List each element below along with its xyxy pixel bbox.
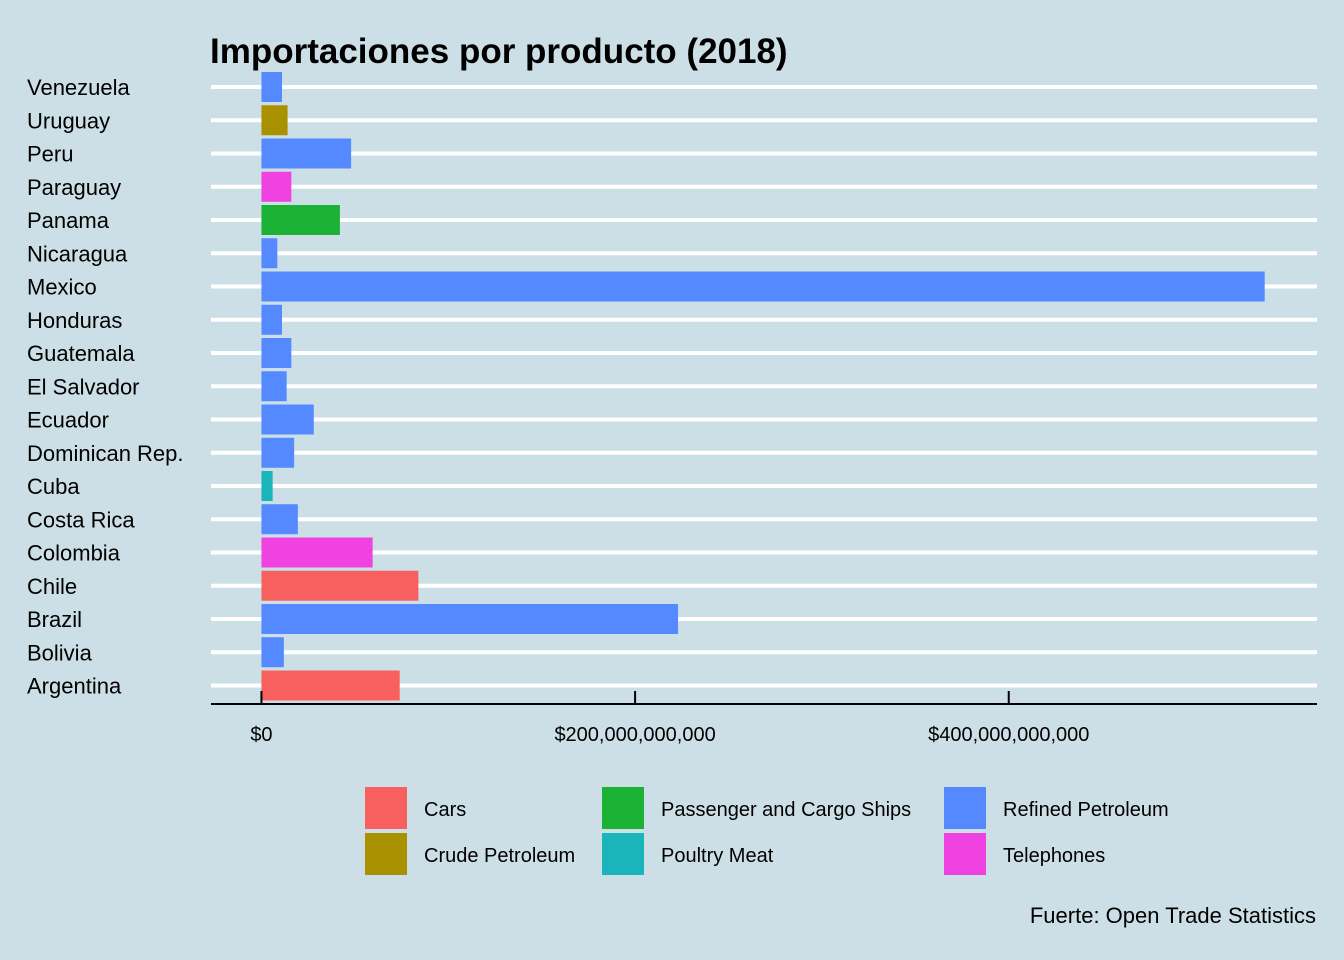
legend-label: Refined Petroleum: [1003, 799, 1169, 821]
category-label: Peru: [27, 142, 73, 167]
category-label: Paraguay: [27, 175, 121, 200]
legend-swatch: [602, 787, 644, 829]
category-label: Costa Rica: [27, 507, 135, 532]
bar-el-salvador: [261, 371, 287, 402]
category-label: Brazil: [27, 607, 82, 632]
legend-swatch: [602, 833, 644, 875]
legend-label: Passenger and Cargo Ships: [661, 799, 911, 821]
bar-venezuela: [261, 72, 282, 102]
bar-mexico: [261, 271, 1265, 302]
legend-label: Cars: [424, 799, 466, 821]
category-label: Argentina: [27, 674, 122, 699]
x-axis-ticks: $0 $200,000,000,000 $400,000,000,000: [250, 691, 1089, 746]
bar-honduras: [261, 304, 282, 335]
chart-title: Importaciones por producto (2018): [210, 32, 788, 71]
bars: [261, 72, 1265, 701]
legend-swatch: [365, 787, 407, 829]
bar-argentina: [261, 670, 400, 701]
category-label: Venezuela: [27, 75, 131, 100]
category-label: Uruguay: [27, 108, 110, 133]
bar-bolivia: [261, 637, 284, 668]
category-label: Ecuador: [27, 408, 109, 433]
x-tick-label: $200,000,000,000: [554, 724, 715, 746]
bar-ecuador: [261, 404, 314, 435]
x-tick-label: $0: [250, 724, 272, 746]
bar-cuba: [261, 471, 273, 501]
bar-paraguay: [261, 171, 292, 202]
legend-label: Poultry Meat: [661, 845, 774, 867]
category-label: Bolivia: [27, 640, 93, 665]
bar-brazil: [261, 604, 679, 634]
legend-swatch: [944, 833, 986, 875]
legend-swatch: [944, 787, 986, 829]
grid-lines: [211, 85, 1317, 688]
legend-label: Crude Petroleum: [424, 845, 575, 867]
bar-chile: [261, 570, 419, 601]
category-label: Panama: [27, 208, 110, 233]
chart-caption: Fuerte: Open Trade Statistics: [1030, 903, 1316, 928]
bar-guatemala: [261, 338, 292, 368]
bar-panama: [261, 205, 340, 235]
x-tick-label: $400,000,000,000: [928, 724, 1089, 746]
category-label: Colombia: [27, 541, 121, 566]
bar-nicaragua: [261, 238, 278, 269]
legend-swatch: [365, 833, 407, 875]
bar-dominican-rep-: [261, 437, 295, 468]
category-label: El Salvador: [27, 374, 140, 399]
bar-uruguay: [261, 105, 288, 136]
category-label: Chile: [27, 574, 77, 599]
category-label: Cuba: [27, 474, 80, 499]
legend: Cars Crude Petroleum Passenger and Cargo S…: [365, 787, 1169, 875]
bar-peru: [261, 138, 352, 169]
category-label: Nicaragua: [27, 241, 128, 266]
category-label: Mexico: [27, 275, 97, 300]
category-labels: Venezuela Uruguay Peru Paraguay Panama Nicara…: [27, 75, 184, 699]
bar-costa-rica: [261, 504, 298, 535]
category-label: Honduras: [27, 308, 122, 333]
legend-label: Telephones: [1003, 845, 1105, 867]
category-label: Guatemala: [27, 341, 135, 366]
bar-colombia: [261, 537, 373, 568]
category-label: Dominican Rep.: [27, 441, 184, 466]
